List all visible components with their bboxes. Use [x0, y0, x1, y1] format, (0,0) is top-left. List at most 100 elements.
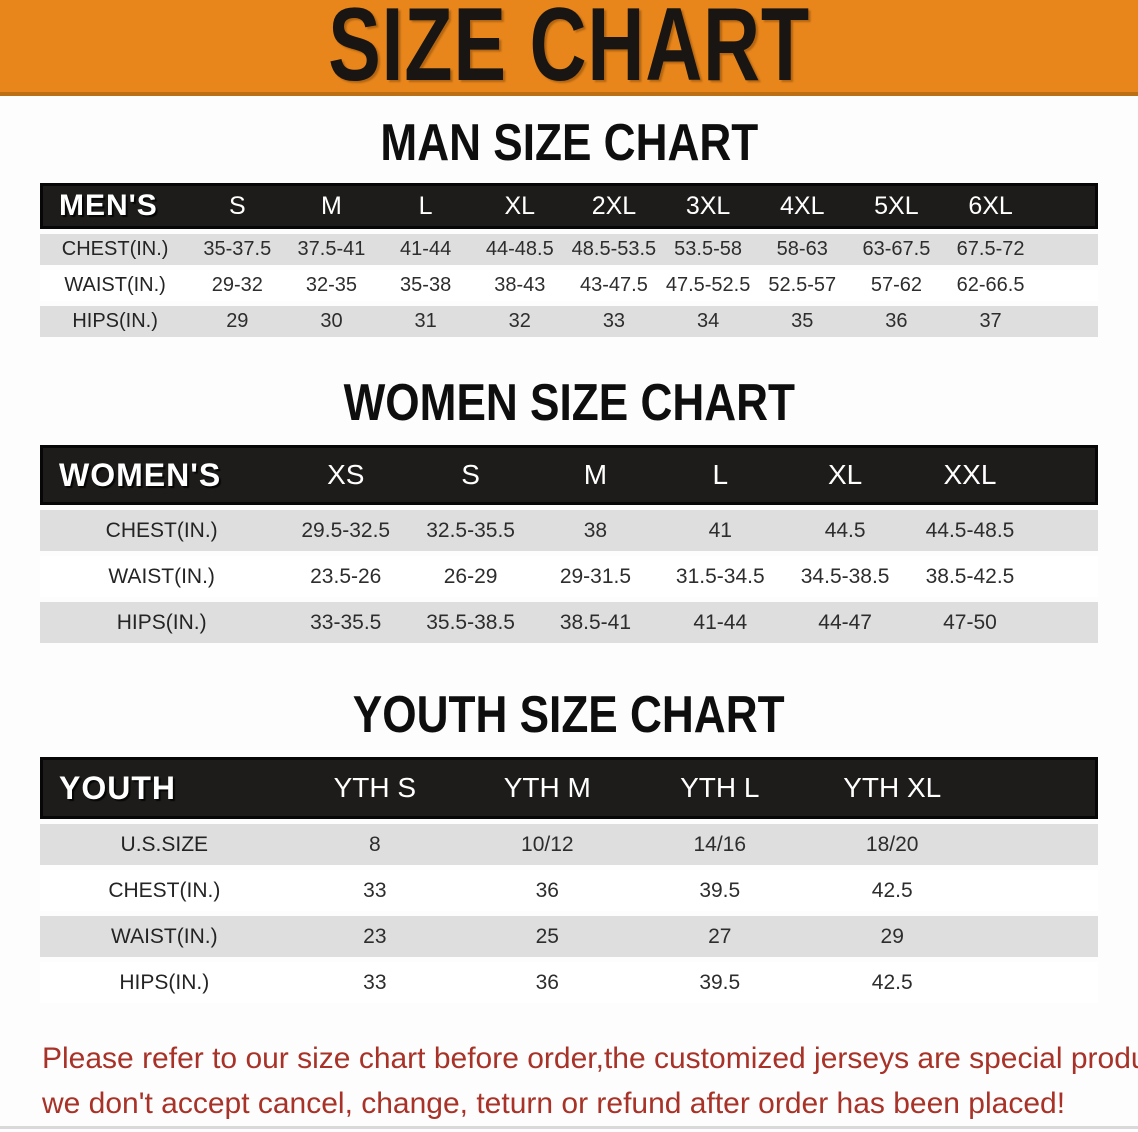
row-label: U.S.SIZE	[40, 824, 289, 865]
table-row: CHEST(IN.) 35-37.5 37.5-41 41-44 44-48.5 48.5…	[40, 234, 1098, 265]
column-header: 5XL	[849, 183, 944, 229]
header-filler	[1037, 183, 1098, 229]
table-row: WAIST(IN.) 23 25 27 29	[40, 916, 1098, 957]
page-title: SIZE CHART	[252, 0, 886, 92]
womens-header-label: WOMEN'S	[40, 445, 284, 505]
table-row: WAIST(IN.) 23.5-26 26-29 29-31.5 31.5-34.5 34…	[40, 556, 1098, 597]
column-header: S	[408, 445, 534, 505]
table-cell: 35-38	[378, 270, 473, 301]
table-cell: 23	[288, 916, 462, 957]
mens-table-head: MEN'S S M L XL 2XL 3XL 4XL 5XL 6XL	[40, 183, 1098, 229]
mens-size-table: MEN'S S M L XL 2XL 3XL 4XL 5XL 6XL CHEST(IN.) 35-37…	[40, 178, 1098, 342]
table-row: CHEST(IN.) 33 36 39.5 42.5	[40, 870, 1098, 911]
column-header: M	[284, 183, 379, 229]
table-cell: 32.5-35.5	[408, 510, 534, 551]
column-header: YTH XL	[805, 757, 979, 819]
table-cell: 38.5-41	[533, 602, 658, 643]
table-row: HIPS(IN.) 29 30 31 32 33 34 35 36 37	[40, 306, 1098, 337]
table-cell: 44.5	[782, 510, 908, 551]
banner: SIZE CHART	[0, 0, 1138, 96]
table-cell: 42.5	[805, 962, 979, 1003]
table-cell: 43-47.5	[566, 270, 662, 301]
table-cell: 31	[378, 306, 473, 337]
row-label: HIPS(IN.)	[40, 306, 191, 337]
table-cell: 29	[190, 306, 285, 337]
youth-heading-text: YOUTH SIZE CHART	[353, 686, 785, 745]
table-cell: 10/12	[461, 824, 634, 865]
row-filler	[978, 824, 1098, 865]
table-cell: 47-50	[907, 602, 1033, 643]
row-filler	[978, 916, 1098, 957]
mens-heading-text: MAN SIZE CHART	[380, 114, 758, 173]
table-cell: 29.5-32.5	[283, 510, 409, 551]
column-header: XL	[472, 183, 567, 229]
table-cell: 14/16	[633, 824, 806, 865]
table-cell: 57-62	[849, 270, 944, 301]
mens-table-body: CHEST(IN.) 35-37.5 37.5-41 41-44 44-48.5 48.5…	[40, 234, 1098, 337]
youth-heading: YOUTH SIZE CHART	[0, 648, 1138, 752]
table-cell: 32-35	[284, 270, 379, 301]
youth-header-label: YOUTH	[40, 757, 289, 819]
table-cell: 30	[284, 306, 379, 337]
table-cell: 27	[633, 916, 806, 957]
table-cell: 44-48.5	[472, 234, 567, 265]
womens-table-body: CHEST(IN.) 29.5-32.5 32.5-35.5 38 41 44.5 44.5…	[40, 510, 1098, 643]
row-label: CHEST(IN.)	[40, 870, 289, 911]
note-line-1: Please refer to our size chart before or…	[42, 1042, 1138, 1075]
table-cell: 67.5-72	[943, 234, 1038, 265]
row-filler	[978, 870, 1098, 911]
column-header: L	[657, 445, 783, 505]
row-label: WAIST(IN.)	[40, 556, 284, 597]
header-filler	[978, 757, 1098, 819]
table-cell: 33	[288, 870, 462, 911]
table-cell: 62-66.5	[943, 270, 1038, 301]
table-cell: 42.5	[805, 870, 979, 911]
table-cell: 36	[849, 306, 944, 337]
table-cell: 35	[755, 306, 850, 337]
column-header: YTH S	[288, 757, 462, 819]
bottom-divider	[0, 1126, 1138, 1129]
column-header: XL	[782, 445, 908, 505]
column-header: 2XL	[566, 183, 662, 229]
table-cell: 32	[472, 306, 567, 337]
table-cell: 29-32	[190, 270, 285, 301]
row-filler	[1037, 270, 1098, 301]
table-cell: 48.5-53.5	[566, 234, 662, 265]
table-cell: 34	[661, 306, 756, 337]
table-cell: 52.5-57	[755, 270, 850, 301]
table-cell: 37	[943, 306, 1038, 337]
column-header: L	[378, 183, 473, 229]
table-cell: 58-63	[755, 234, 850, 265]
row-label: CHEST(IN.)	[40, 510, 284, 551]
row-label: WAIST(IN.)	[40, 270, 191, 301]
row-filler	[978, 962, 1098, 1003]
youth-header-row: YOUTH YTH S YTH M YTH L YTH XL	[40, 757, 1098, 819]
row-filler	[1032, 556, 1098, 597]
table-cell: 31.5-34.5	[657, 556, 783, 597]
mens-header-label: MEN'S	[40, 183, 191, 229]
row-label: HIPS(IN.)	[40, 962, 289, 1003]
column-header: YTH M	[461, 757, 634, 819]
table-cell: 26-29	[408, 556, 534, 597]
column-header: 6XL	[943, 183, 1038, 229]
row-filler	[1032, 510, 1098, 551]
table-cell: 38-43	[472, 270, 567, 301]
column-header: XXL	[907, 445, 1033, 505]
column-header: YTH L	[633, 757, 806, 819]
table-cell: 44-47	[782, 602, 908, 643]
table-cell: 33	[288, 962, 462, 1003]
table-cell: 38.5-42.5	[907, 556, 1033, 597]
table-row: HIPS(IN.) 33-35.5 35.5-38.5 38.5-41 41-44 44-…	[40, 602, 1098, 643]
womens-section: WOMEN SIZE CHART WOMEN'S XS S M L XL XXL CHEST(I…	[0, 342, 1138, 648]
table-cell: 39.5	[633, 870, 806, 911]
table-cell: 41-44	[657, 602, 783, 643]
mens-section: MAN SIZE CHART MEN'S S M L XL 2XL 3XL 4XL 5XL 6XL C…	[0, 96, 1138, 342]
table-cell: 41-44	[378, 234, 473, 265]
youth-section: YOUTH SIZE CHART YOUTH YTH S YTH M YTH L YTH …	[0, 648, 1138, 1008]
youth-size-table: YOUTH YTH S YTH M YTH L YTH XL U.S.SIZE 8 10/12…	[40, 752, 1098, 1008]
table-cell: 23.5-26	[283, 556, 409, 597]
column-header: M	[533, 445, 658, 505]
table-cell: 35-37.5	[190, 234, 285, 265]
note-line-2: we don't accept cancel, change, teturn o…	[42, 1087, 1066, 1120]
